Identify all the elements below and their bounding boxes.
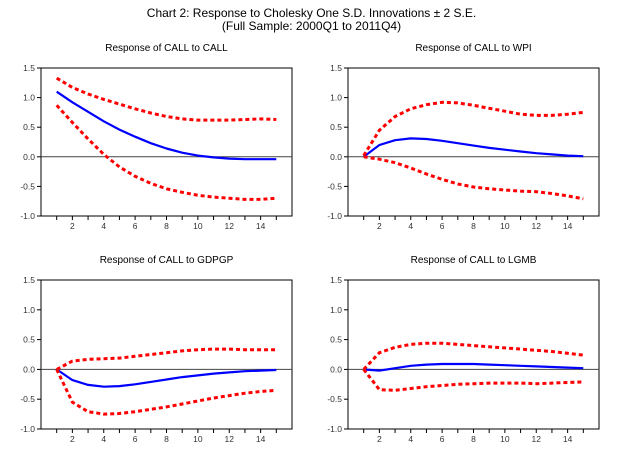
y-tick-label: 1.5 — [330, 63, 342, 73]
figure-subtitle: (Full Sample: 2000Q1 to 2011Q4) — [221, 19, 402, 33]
x-tick-label: 6 — [133, 434, 138, 444]
y-tick-label: -1.0 — [20, 424, 35, 434]
y-tick-label: -0.5 — [20, 181, 35, 191]
y-tick-label: -1.0 — [327, 211, 342, 221]
y-tick-label: 1.0 — [23, 305, 35, 315]
y-tick-label: 1.5 — [23, 275, 35, 285]
y-tick-label: 0.5 — [330, 335, 342, 345]
x-tick-label: 14 — [563, 221, 573, 231]
panel-title: Response of CALL to WPI — [415, 43, 531, 54]
x-tick-label: 4 — [408, 434, 413, 444]
x-tick-label: 2 — [70, 434, 75, 444]
y-tick-label: 0.5 — [330, 122, 342, 132]
y-tick-label: 1.0 — [330, 93, 342, 103]
x-tick-label: 14 — [256, 221, 266, 231]
y-tick-label: -0.5 — [327, 394, 342, 404]
panel-3: Response of CALL to GDPGP 1.5 1.0 0.5 0.0 -0.… — [20, 255, 293, 444]
x-tick-label: 10 — [193, 221, 203, 231]
y-tick-label: 0.5 — [23, 335, 35, 345]
series-response — [56, 90, 277, 161]
y-tick-label: 0.0 — [23, 364, 35, 374]
series-lower — [55, 104, 277, 201]
plot-frame — [347, 279, 600, 430]
x-tick-label: 4 — [101, 221, 106, 231]
y-tick-label: -1.0 — [20, 211, 35, 221]
series-response — [363, 137, 584, 158]
series-response — [363, 362, 584, 372]
y-tick-label: 0.0 — [330, 364, 342, 374]
series-lower — [363, 155, 584, 201]
y-tick-label: -0.5 — [20, 394, 35, 404]
x-tick-label: 2 — [377, 221, 382, 231]
y-tick-label: 0.0 — [23, 152, 35, 162]
panel-2: Response of CALL to WPI 1.5 1.0 0.5 0.0 -0.5 -… — [327, 43, 600, 231]
x-tick-label: 14 — [256, 434, 266, 444]
x-tick-label: 14 — [563, 434, 573, 444]
x-tick-label: 8 — [164, 434, 169, 444]
x-tick-label: 4 — [101, 434, 106, 444]
y-tick-label: 1.0 — [330, 305, 342, 315]
plot-frame — [40, 67, 293, 217]
figure-title: Chart 2: Response to Cholesky One S.D. I… — [146, 6, 477, 20]
y-tick-label: 0.0 — [330, 152, 342, 162]
x-tick-label: 10 — [500, 221, 510, 231]
y-tick-label: 0.5 — [23, 122, 35, 132]
x-tick-label: 12 — [225, 221, 235, 231]
x-tick-label: 8 — [164, 221, 169, 231]
x-tick-label: 8 — [471, 434, 476, 444]
panel-title: Response of CALL to GDPGP — [100, 255, 234, 266]
series-response — [56, 368, 277, 388]
x-tick-label: 10 — [193, 434, 203, 444]
x-tick-label: 12 — [225, 434, 235, 444]
x-tick-label: 6 — [440, 434, 445, 444]
y-tick-label: -1.0 — [327, 424, 342, 434]
x-tick-label: 2 — [70, 221, 75, 231]
series-upper — [55, 347, 277, 371]
series-upper — [362, 341, 584, 371]
y-tick-label: 1.5 — [330, 275, 342, 285]
x-tick-label: 12 — [532, 434, 542, 444]
y-tick-label: 1.0 — [23, 93, 35, 103]
x-tick-label: 10 — [500, 434, 510, 444]
x-tick-label: 2 — [377, 434, 382, 444]
y-tick-label: 1.5 — [23, 63, 35, 73]
panel-title: Response of CALL to CALL — [105, 43, 228, 54]
x-tick-label: 6 — [440, 221, 445, 231]
x-tick-label: 4 — [408, 221, 413, 231]
panel-title: Response of CALL to LGMB — [411, 255, 537, 266]
x-tick-label: 12 — [532, 221, 542, 231]
y-tick-label: -0.5 — [327, 181, 342, 191]
series-upper — [362, 100, 584, 157]
series-lower — [362, 368, 584, 392]
x-tick-label: 8 — [471, 221, 476, 231]
panel-1: Response of CALL to CALL 1.5 1.0 0.5 0.0 -0.5… — [20, 43, 293, 231]
panel-4: Response of CALL to LGMB 1.5 1.0 0.5 0.0 -0.5… — [327, 255, 600, 444]
series-lower — [55, 368, 277, 416]
x-tick-label: 6 — [133, 221, 138, 231]
series-upper — [55, 76, 277, 122]
